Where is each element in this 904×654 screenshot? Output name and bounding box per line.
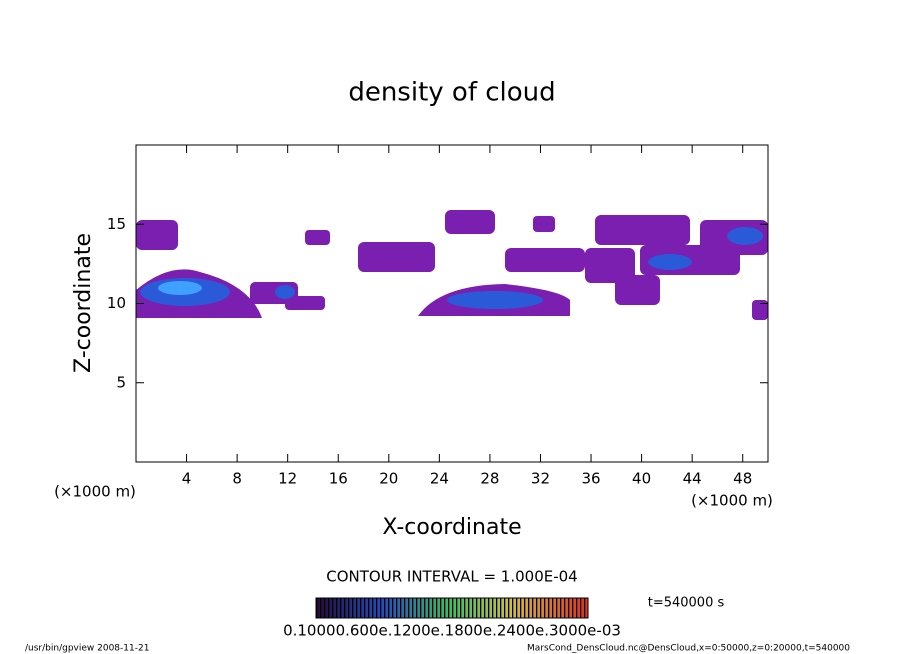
y-axis-label: Z-coordinate — [71, 233, 96, 373]
cloud-core — [648, 254, 692, 270]
x-tick-label: 32 — [531, 470, 550, 488]
colorbar-lines — [315, 597, 589, 619]
time-label: t=540000 s — [648, 596, 725, 611]
x-tick-label: 4 — [182, 470, 192, 488]
x-tick-label: 8 — [232, 470, 242, 488]
y-tick-label: 15 — [107, 215, 126, 233]
cloud-patch — [595, 215, 690, 245]
x-tick-label: 36 — [581, 470, 600, 488]
cloud-patch — [305, 230, 330, 245]
cloud-core — [158, 281, 202, 295]
cloud-patch — [615, 275, 660, 305]
y-tick-label: 10 — [107, 294, 126, 312]
y-tick-label: 5 — [116, 373, 126, 391]
cloud-core — [447, 291, 543, 309]
x-unit: (×1000 m) — [691, 492, 773, 510]
cloud-patch — [585, 248, 635, 283]
cloud-field — [136, 210, 768, 320]
cloud-patch — [136, 220, 178, 250]
cloud-patch — [752, 300, 768, 320]
x-tick-label: 16 — [329, 470, 348, 488]
x-tick-label: 44 — [683, 470, 702, 488]
cloud-core — [727, 227, 763, 245]
x-tick-label: 20 — [379, 470, 398, 488]
footer-left: /usr/bin/gpview 2008-11-21 — [25, 644, 149, 654]
cloud-patch — [505, 248, 585, 272]
x-tick-label: 28 — [480, 470, 499, 488]
cloud-patch — [358, 242, 435, 272]
chart-title: density of cloud — [348, 78, 555, 108]
x-tick-label: 24 — [430, 470, 449, 488]
x-tick-label: 12 — [278, 470, 297, 488]
contour-interval: CONTOUR INTERVAL = 1.000E-04 — [326, 568, 577, 586]
cloud-patch — [533, 216, 555, 232]
x-axis-label: X-coordinate — [382, 515, 521, 540]
x-tick-label: 40 — [632, 470, 651, 488]
cloud-core — [275, 285, 295, 299]
cloud-patch — [445, 210, 495, 234]
y-unit: (×1000 m) — [54, 483, 136, 501]
cloud-patch — [285, 296, 325, 310]
footer-right: MarsCond_DensCloud.nc@DensCloud,x=0:5000… — [527, 644, 850, 654]
colorbar-labels: 0.10000.600e.1200e.1800e.2400e.3000e-03 — [283, 622, 621, 640]
x-tick-label: 48 — [733, 470, 752, 488]
